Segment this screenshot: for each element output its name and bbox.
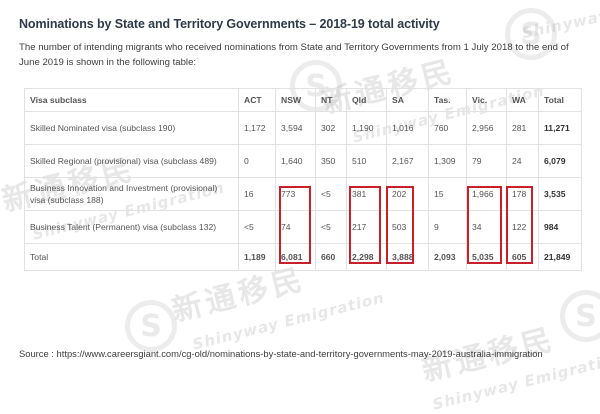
table-cell: 660 xyxy=(315,243,347,271)
table-cell: 16 xyxy=(238,177,276,211)
table-cell: Business Innovation and Investment (prov… xyxy=(24,177,239,211)
table-cell: 510 xyxy=(346,144,387,178)
table-cell: 1,016 xyxy=(386,111,429,145)
table-cell: 350 xyxy=(315,144,347,178)
table-cell: 24 xyxy=(506,144,539,178)
column-header: Visa subclass xyxy=(24,88,239,112)
table-cell: 1,172 xyxy=(238,111,276,145)
table-cell: 760 xyxy=(428,111,467,145)
table-cell: 302 xyxy=(315,111,347,145)
table-cell: 1,309 xyxy=(428,144,467,178)
highlight-box-qld xyxy=(349,186,381,264)
column-header: ACT xyxy=(238,88,276,112)
table-cell: 15 xyxy=(428,177,467,211)
table-cell: 984 xyxy=(538,210,582,244)
table-cell: <5 xyxy=(315,210,347,244)
table-cell: <5 xyxy=(238,210,276,244)
table-header-row: Visa subclass ACT NSW NT Qld SA Tas. Vic… xyxy=(24,88,582,112)
table-cell: 2,956 xyxy=(466,111,507,145)
table-cell: 79 xyxy=(466,144,507,178)
watermark-logo-icon: S xyxy=(505,8,557,60)
source-citation: Source : https://www.careersgiant.com/cg… xyxy=(19,348,543,359)
table-total-row: Total 1,189 6,081 660 2,298 3,888 2,093 … xyxy=(24,243,582,271)
table-cell: 3,594 xyxy=(275,111,316,145)
column-header: Qld xyxy=(346,88,387,112)
table-cell: 1,190 xyxy=(346,111,387,145)
highlight-box-wa xyxy=(506,186,533,264)
table-row: Business Talent (Permanent) visa (subcla… xyxy=(24,210,582,244)
table-cell: 9 xyxy=(428,210,467,244)
table-cell: Business Talent (Permanent) visa (subcla… xyxy=(24,210,239,244)
table-row: Skilled Nominated visa (subclass 190) 1,… xyxy=(24,111,582,145)
column-header: Total xyxy=(538,88,582,112)
column-header: NT xyxy=(315,88,347,112)
watermark-text: Shinyway Emigration xyxy=(190,288,387,354)
intro-paragraph: The number of intending migrants who rec… xyxy=(19,42,569,68)
watermark-logo-icon: S xyxy=(125,300,177,352)
nominations-table: Visa subclass ACT NSW NT Qld SA Tas. Vic… xyxy=(24,88,582,271)
table-row: Skilled Regional (provisional) visa (sub… xyxy=(24,144,582,178)
table-cell: 3,535 xyxy=(538,177,582,211)
table-cell: <5 xyxy=(315,177,347,211)
column-header: WA xyxy=(506,88,539,112)
highlight-box-vic xyxy=(467,186,502,264)
page-title: Nominations by State and Territory Gover… xyxy=(19,17,440,31)
table-cell: 21,849 xyxy=(538,243,582,271)
table-cell: 11,271 xyxy=(538,111,582,145)
highlight-box-sa xyxy=(386,186,414,264)
column-header: NSW xyxy=(275,88,316,112)
table-cell: 281 xyxy=(506,111,539,145)
table-cell: 2,093 xyxy=(428,243,467,271)
table-cell: 0 xyxy=(238,144,276,178)
table-cell: 122 xyxy=(506,210,539,244)
table-cell: 1,640 xyxy=(275,144,316,178)
column-header: SA xyxy=(386,88,429,112)
table-cell: Skilled Nominated visa (subclass 190) xyxy=(24,111,239,145)
table-cell: 3,888 xyxy=(386,243,429,271)
table-cell: Skilled Regional (provisional) visa (sub… xyxy=(24,144,239,178)
column-header: Tas. xyxy=(428,88,467,112)
table-cell: 1,189 xyxy=(238,243,276,271)
table-cell: Total xyxy=(24,243,239,271)
watermark-logo-icon: S xyxy=(560,290,600,342)
column-header: Vic. xyxy=(466,88,507,112)
highlight-box-nsw xyxy=(279,186,311,264)
table-cell: 6,079 xyxy=(538,144,582,178)
table-cell: 2,167 xyxy=(386,144,429,178)
